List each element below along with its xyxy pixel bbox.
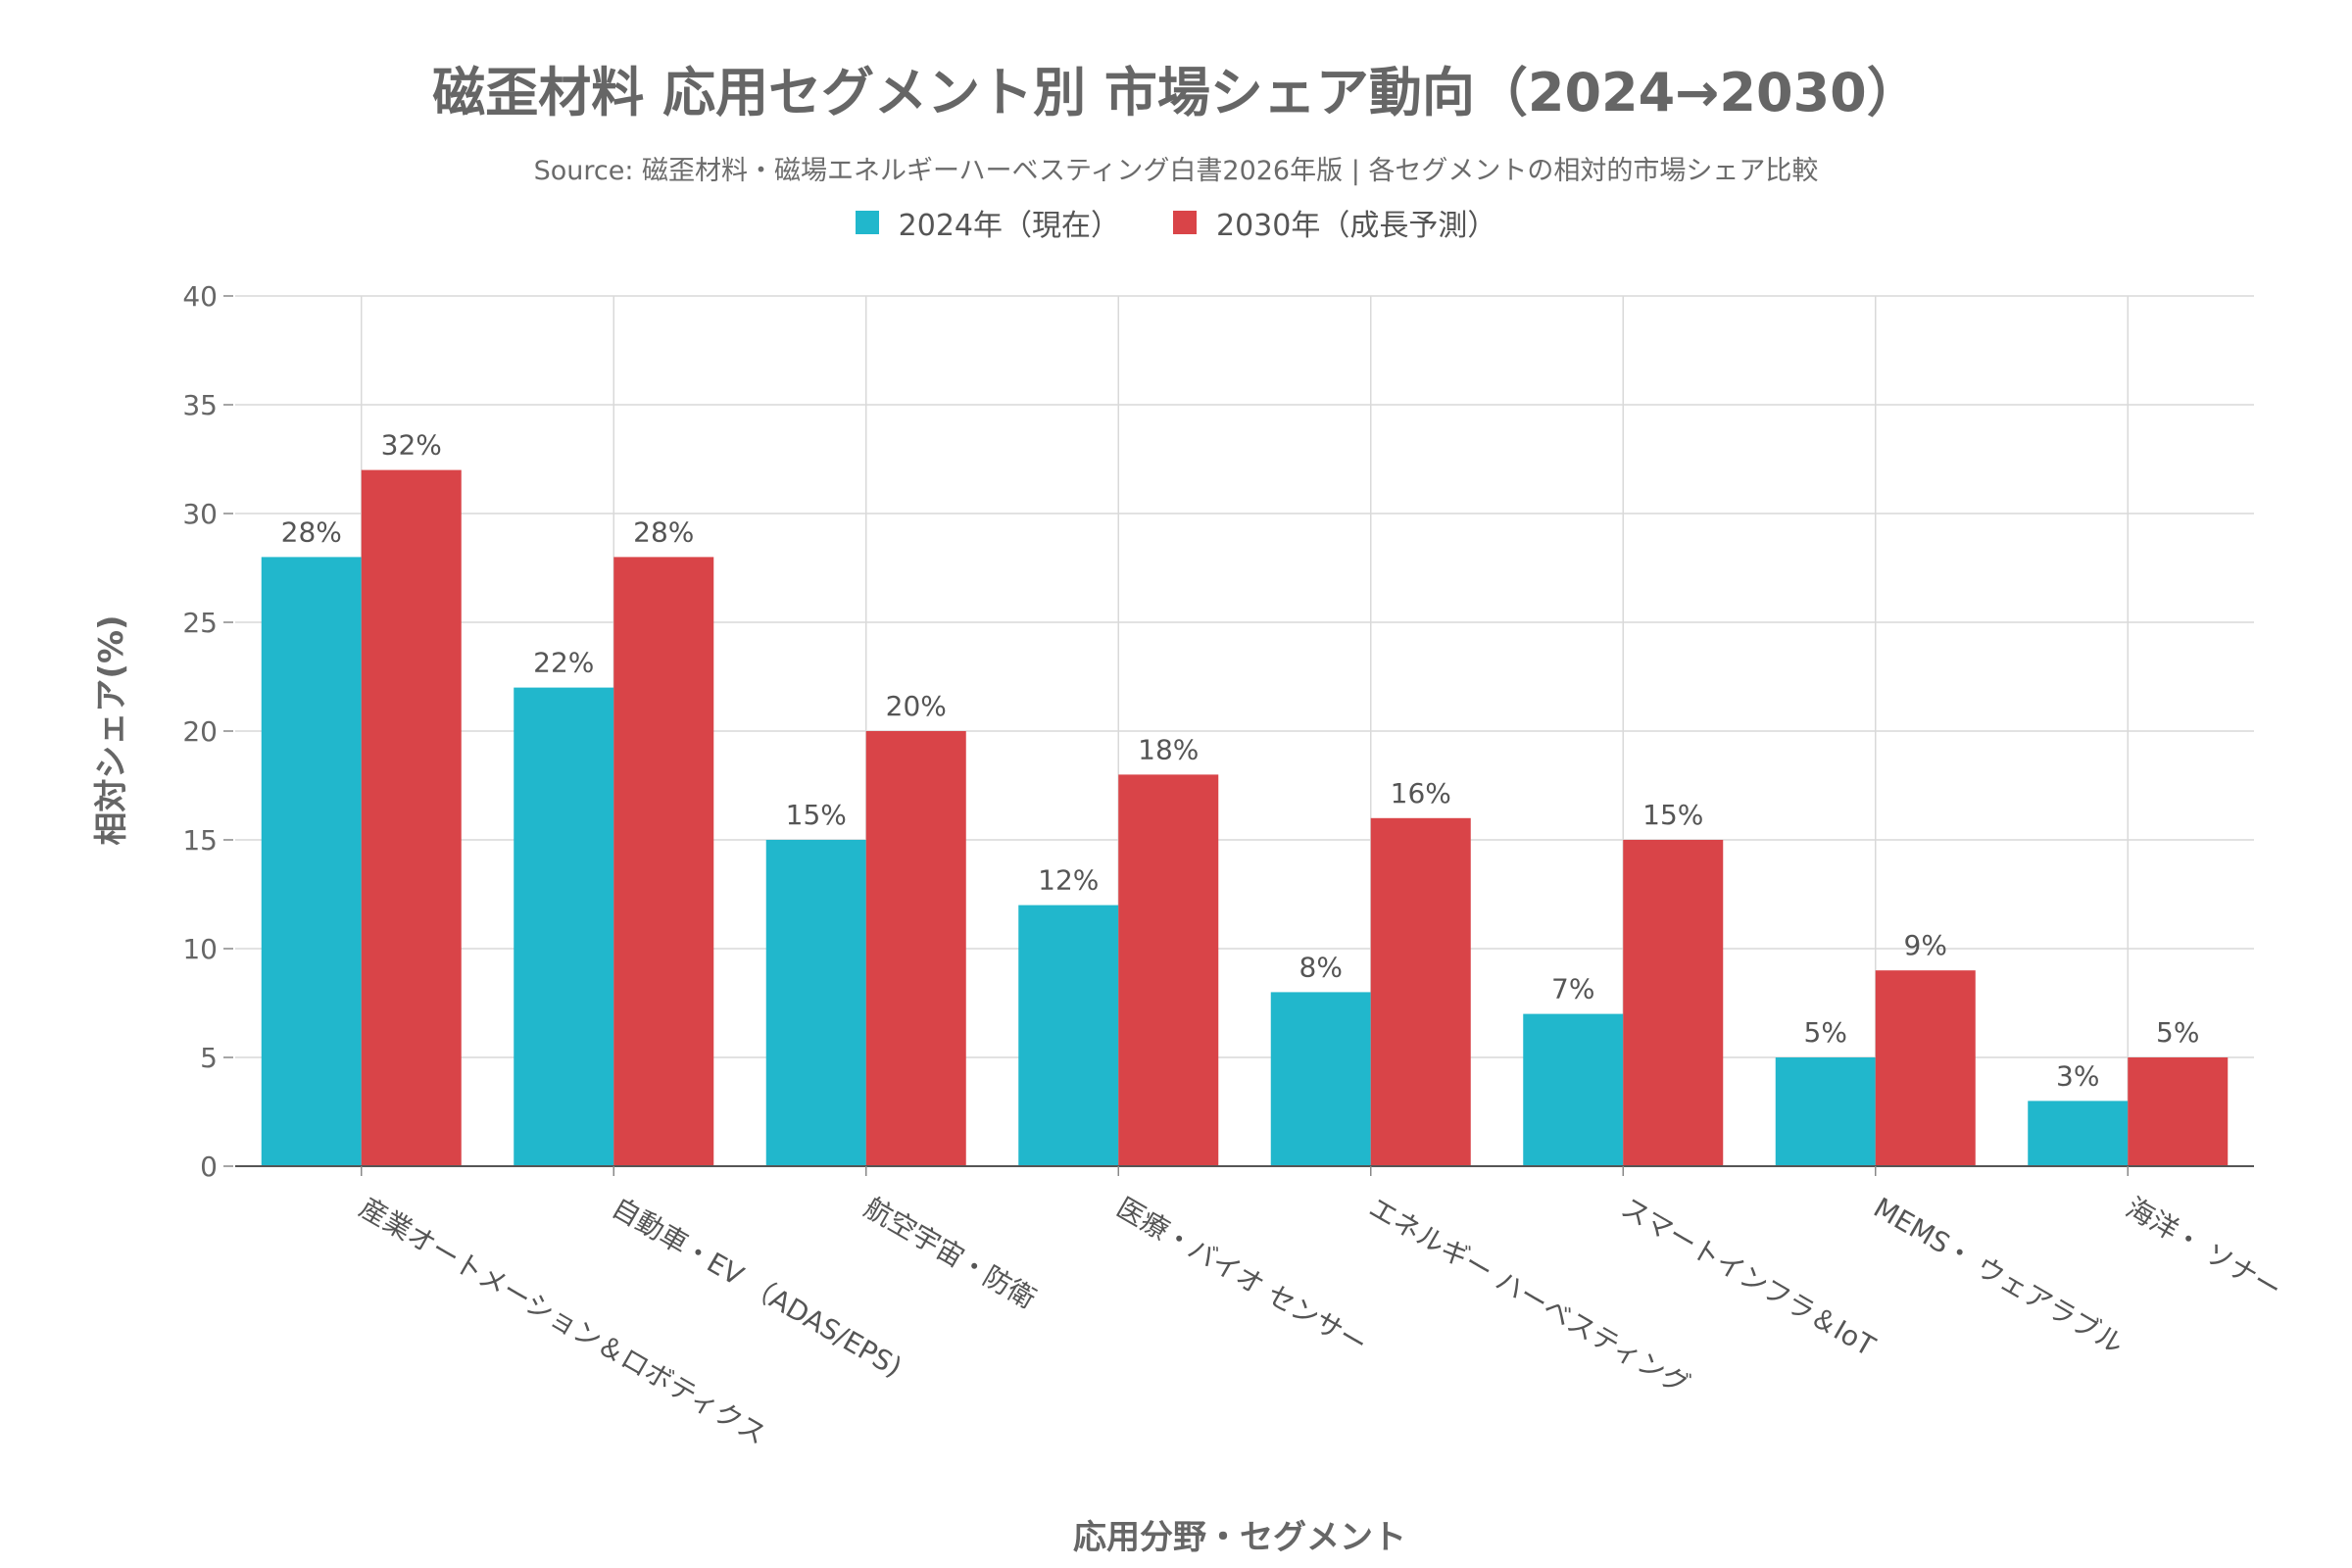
data-label: 16%	[1391, 777, 1451, 809]
x-tick-label: 海洋・ ソナー	[2121, 1191, 2287, 1305]
y-tick-label: 30	[182, 498, 218, 530]
bar-2030[interactable]	[361, 469, 462, 1167]
bar-2024[interactable]	[2028, 1101, 2129, 1166]
data-label: 7%	[1551, 973, 1594, 1005]
x-tick-label: 医療・バイオ センサー	[1111, 1191, 1373, 1360]
data-label: 12%	[1038, 864, 1099, 897]
bar-2030[interactable]	[613, 557, 714, 1166]
bar-2030[interactable]	[865, 731, 966, 1166]
bars-layer	[261, 469, 2229, 1167]
y-tick-label: 5	[200, 1042, 218, 1074]
x-tick-label: 産業オートメーション＆ロボティクス	[354, 1191, 771, 1450]
bar-2024[interactable]	[261, 557, 362, 1166]
y-tick-label: 10	[182, 933, 218, 965]
data-label: 32%	[381, 429, 442, 462]
data-label: 3%	[2056, 1059, 2099, 1092]
legend-swatch-2024	[855, 211, 879, 234]
legend-item-2030[interactable]: 2030年（成長予測）	[1173, 201, 1496, 244]
data-label: 28%	[633, 515, 694, 548]
bar-2024[interactable]	[1018, 905, 1119, 1166]
data-label: 5%	[1804, 1016, 1847, 1049]
y-tick-label: 0	[200, 1151, 218, 1183]
labels-layer: 28% 22% 15% 12% 8% 7% 5% 3% 32% 28% 20% 18% 16% 15% 9%…	[281, 429, 2200, 1093]
data-label: 8%	[1299, 951, 1343, 983]
legend-swatch-2030	[1173, 211, 1197, 234]
data-label: 15%	[1642, 799, 1703, 831]
data-label: 28%	[281, 515, 342, 548]
data-label: 9%	[1904, 929, 1947, 961]
data-label: 22%	[533, 647, 594, 679]
legend: 2024年（現在） 2030年（成長予測）	[0, 201, 2352, 244]
bar-2024[interactable]	[1523, 1013, 1624, 1166]
y-tick-label: 25	[182, 607, 218, 639]
bar-2024[interactable]	[765, 840, 866, 1166]
bar-2030[interactable]	[1370, 817, 1471, 1166]
bar-2024[interactable]	[1270, 992, 1371, 1166]
x-tick-label: 航空宇宙・防衛	[858, 1191, 1041, 1315]
bar-2030[interactable]	[1875, 970, 1976, 1166]
data-label: 5%	[2156, 1016, 2199, 1049]
data-label: 18%	[1138, 733, 1199, 765]
y-tick-label: 20	[182, 715, 218, 748]
bar-2024[interactable]	[1775, 1057, 1876, 1166]
legend-label-2024: 2024年（現在）	[898, 209, 1120, 243]
legend-label-2030: 2030年（成長予測）	[1216, 209, 1497, 243]
x-tick-label: スマートインフラ＆IoT	[1616, 1191, 1882, 1362]
data-label: 15%	[786, 799, 847, 831]
bar-2030[interactable]	[1623, 840, 1724, 1166]
legend-item-2024[interactable]: 2024年（現在）	[855, 201, 1120, 244]
bar-2030[interactable]	[1118, 774, 1219, 1166]
bar-2030[interactable]	[2128, 1057, 2229, 1166]
chart-subtitle: Source: 磁歪材料・磁場エネルギーハーベスティング白書2026年版 | 各…	[533, 156, 1819, 186]
y-axis-title: 相対シェア(%)	[92, 614, 131, 845]
bar-2024[interactable]	[514, 687, 614, 1166]
x-axis-title: 応用分野・セグメント	[1073, 1518, 1406, 1557]
chart-title: 磁歪材料 応用セグメント別 市場シェア動向（2024→2030）	[432, 62, 1920, 123]
y-tick-label: 40	[182, 280, 218, 313]
axis-layer: 0510152025303540産業オートメーション＆ロボティクス自動車・EV …	[182, 280, 2286, 1451]
y-tick-label: 35	[182, 389, 218, 421]
data-label: 20%	[886, 690, 947, 722]
x-tick-label: MEMS・ ウェアラブル	[1868, 1191, 2130, 1360]
y-tick-label: 15	[182, 824, 218, 857]
